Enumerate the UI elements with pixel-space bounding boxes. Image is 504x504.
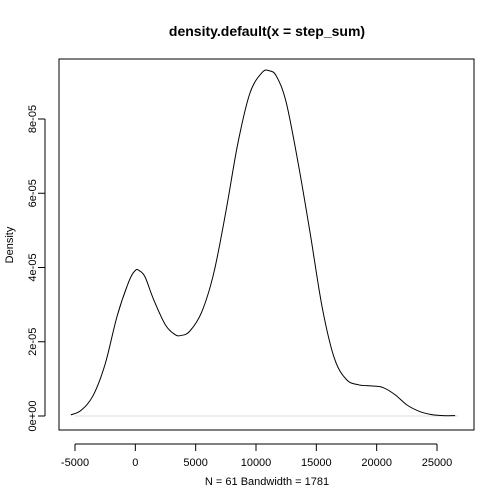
y-tick-label: 0e+00 <box>27 401 39 432</box>
x-tick-label: 15000 <box>301 457 332 469</box>
density-curve <box>70 69 456 417</box>
x-tick-label: 20000 <box>361 457 392 469</box>
x-axis-label: N = 61 Bandwidth = 1781 <box>205 476 329 488</box>
y-axis-label: Density <box>4 226 16 263</box>
plot-frame <box>58 58 475 431</box>
y-axis: 0e+00 2e-05 4e-05 6e-05 8e-05 <box>27 105 46 432</box>
x-tick-label: -5000 <box>61 457 89 469</box>
y-tick-label: 4e-05 <box>27 253 39 281</box>
x-tick-label: 0 <box>132 457 138 469</box>
y-tick-label: 8e-05 <box>27 105 39 133</box>
y-tick-label: 6e-05 <box>27 179 39 207</box>
x-tick-label: 25000 <box>422 457 453 469</box>
chart-title: density.default(x = step_sum) <box>169 23 365 39</box>
x-axis: -5000 0 5000 10000 15000 20000 25000 <box>61 443 453 469</box>
x-tick-label: 10000 <box>241 457 272 469</box>
x-tick-label: 5000 <box>183 457 207 469</box>
y-tick-label: 2e-05 <box>27 328 39 356</box>
